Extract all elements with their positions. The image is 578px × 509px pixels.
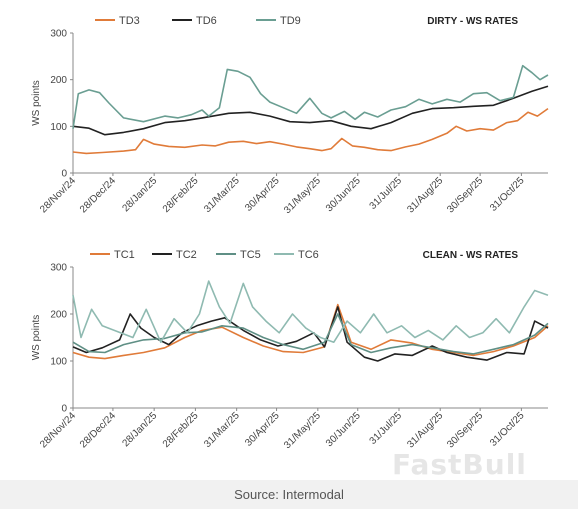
legend-label-td9: TD9 (280, 15, 301, 27)
y-tick-label: 0 (61, 169, 67, 180)
x-tick-label: 28/Nov/24 (38, 410, 78, 450)
x-tick-label: 31/Mar/25 (202, 410, 242, 450)
series-line-tc2 (72, 306, 549, 362)
x-tick-label: 30/Jun/25 (324, 410, 363, 449)
series-line-tc1 (72, 303, 549, 360)
x-tick-label: 28/Jan/25 (120, 175, 159, 214)
y-axis-label: WS points (31, 80, 42, 126)
y-tick-label: 300 (50, 263, 67, 274)
y-axis-label: WS points (31, 315, 42, 361)
y-tick-label: 200 (50, 310, 67, 321)
y-tick-label: 100 (50, 357, 67, 368)
legend-label-tc5: TC5 (240, 249, 261, 261)
x-tick-label: 31/Aug/25 (405, 410, 445, 450)
x-tick-label: 31/Oct/25 (488, 175, 527, 214)
y-tick-label: 200 (50, 75, 67, 86)
x-tick-label: 31/May/25 (282, 175, 323, 216)
chart-title: CLEAN - WS RATES (423, 250, 519, 261)
legend-label-tc2: TC2 (176, 249, 197, 261)
source-bar: Source: Intermodal (0, 480, 578, 509)
x-tick-label: 28/Jan/25 (120, 410, 159, 449)
x-tick-label: 28/Nov/24 (38, 175, 78, 215)
y-tick-label: 0 (61, 404, 67, 415)
legend-label-tc6: TC6 (298, 249, 319, 261)
chart-title: DIRTY - WS RATES (427, 16, 518, 27)
y-tick-label: 100 (50, 122, 67, 133)
x-tick-label: 31/Aug/25 (405, 175, 445, 215)
series-line-tc6 (72, 280, 549, 344)
x-tick-label: 31/Jul/25 (368, 175, 405, 212)
series-line-td3 (72, 107, 549, 155)
legend-label-td3: TD3 (119, 15, 140, 27)
x-tick-label: 31/Oct/25 (488, 410, 527, 449)
legend-label-tc1: TC1 (114, 249, 135, 261)
x-tick-label: 30/Sep/25 (445, 410, 485, 450)
watermark-logo: FastBull (392, 448, 527, 481)
x-tick-label: 30/Apr/25 (243, 410, 282, 449)
source-note: Source: Intermodal (234, 487, 344, 502)
x-tick-label: 30/Sep/25 (445, 175, 485, 215)
legend-label-td6: TD6 (196, 15, 217, 27)
x-tick-label: 31/May/25 (282, 410, 323, 451)
x-tick-label: 30/Jun/25 (324, 175, 363, 214)
x-tick-label: 31/Mar/25 (202, 175, 242, 215)
x-tick-label: 28/Dec/24 (78, 175, 118, 215)
x-tick-label: 28/Feb/25 (161, 410, 201, 450)
x-tick-label: 28/Feb/25 (161, 175, 201, 215)
series-line-tc5 (72, 313, 549, 355)
y-tick-label: 300 (50, 29, 67, 40)
series-line-td9 (72, 64, 549, 129)
x-tick-label: 30/Apr/25 (243, 175, 282, 214)
x-tick-label: 28/Dec/24 (78, 410, 118, 450)
series-line-td6 (72, 85, 549, 136)
x-tick-label: 31/Jul/25 (368, 410, 405, 447)
